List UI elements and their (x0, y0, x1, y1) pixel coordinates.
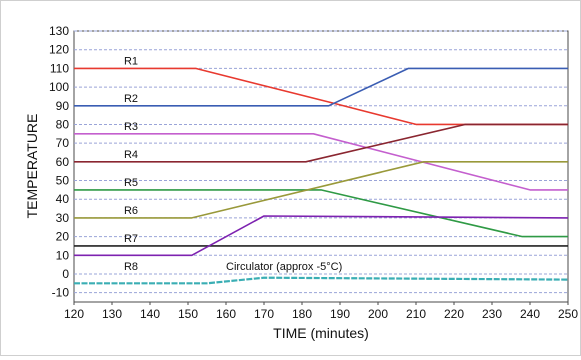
x-tick-label-230: 230 (482, 307, 502, 321)
y-tick-label-130: 130 (49, 24, 69, 38)
x-tick-label-240: 240 (520, 307, 540, 321)
series-line-r6 (74, 161, 568, 219)
x-axis-title: TIME (minutes) (273, 325, 369, 341)
x-tick-label-220: 220 (444, 307, 464, 321)
x-tick-label-200: 200 (368, 307, 388, 321)
y-tick-label-120: 120 (49, 43, 69, 57)
y-axis-title: TEMPERATURE (24, 114, 40, 219)
series-label-r6: R6 (124, 205, 138, 217)
y-tick-label-40: 40 (56, 192, 70, 206)
y-tick-label-70: 70 (56, 136, 70, 150)
x-tick-label-180: 180 (292, 307, 312, 321)
y-tick-label-80: 80 (56, 117, 70, 131)
series-line-r2 (74, 67, 568, 107)
x-axis-tick-labels: 120 130 140 150 160 170 180 190 200 210 220 230 240 2… (64, 302, 578, 321)
series-labels: R1 R2 R3 R4 R5 R6 R7 R8 Circulator (approx -5°C) (124, 56, 342, 274)
x-tick-label-190: 190 (330, 307, 350, 321)
x-tick-label-170: 170 (254, 307, 274, 321)
y-tick-label-20: 20 (56, 230, 70, 244)
plot-area (73, 30, 569, 303)
temperature-line-chart: R1 R2 R3 R4 R5 R6 R7 R8 Circulator (approx -5°C)… (24, 24, 578, 341)
x-tick-label-140: 140 (140, 307, 160, 321)
x-tick-label-150: 150 (178, 307, 198, 321)
y-tick-label-100: 100 (49, 80, 69, 94)
series-label-r7: R7 (124, 233, 138, 245)
series-label-r1: R1 (124, 56, 138, 68)
series-label-r4: R4 (124, 149, 138, 161)
y-tick-label-10: -10 (52, 286, 70, 300)
y-tick-label-110: 110 (50, 61, 69, 75)
x-tick-label-250: 250 (558, 307, 578, 321)
x-tick-label-120: 120 (64, 307, 84, 321)
y-tick-label-90: 90 (56, 99, 70, 113)
y-tick-label-0: 0 (62, 267, 69, 281)
x-tick-label-210: 210 (406, 307, 426, 321)
series-lines (74, 67, 569, 285)
series-label-r3: R3 (124, 121, 138, 133)
series-line-r4 (74, 123, 568, 163)
y-tick-label-50: 50 (56, 174, 70, 188)
series-label-r5: R5 (124, 177, 138, 189)
y-axis-tick-labels: -10 0 10 20 30 40 50 60 70 80 90 100 110 120 130 (49, 24, 69, 300)
series-line-r8 (74, 215, 569, 257)
x-tick-label-130: 130 (102, 307, 122, 321)
series-label-r8: R8 (124, 261, 138, 273)
series-label-r2: R2 (124, 93, 138, 105)
series-label-circulator-approx-5-c: Circulator (approx -5°C) (226, 261, 342, 273)
y-tick-label-60: 60 (56, 155, 70, 169)
y-tick-label-10: 10 (56, 248, 70, 262)
series-line-circulator-approx-5-c (74, 276, 569, 285)
y-tick-label-30: 30 (56, 211, 70, 225)
x-tick-label-160: 160 (216, 307, 236, 321)
series-line-r5 (74, 189, 568, 238)
